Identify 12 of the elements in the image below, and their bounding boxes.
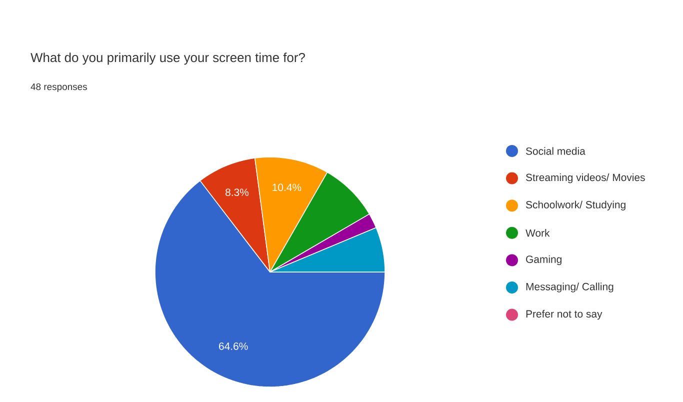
legend-label: Work (526, 229, 550, 237)
data-label: 10.4% (272, 184, 302, 192)
legend-label: Messaging/ Calling (526, 282, 614, 292)
legend-label: Gaming (526, 255, 562, 266)
data-label: 8.3% (226, 188, 249, 196)
legend-label: Prefer not to say (526, 310, 602, 320)
chart-title: What do you primarily use your screen time for? (30, 52, 305, 65)
text: 48 responses (30, 83, 87, 92)
legend-label: Social media (526, 147, 586, 155)
legend-label: Schoolwork/ Studying (526, 200, 626, 210)
data-label: 64.6% (219, 342, 248, 350)
legend-label: Streaming videos/ Movies (526, 173, 645, 184)
